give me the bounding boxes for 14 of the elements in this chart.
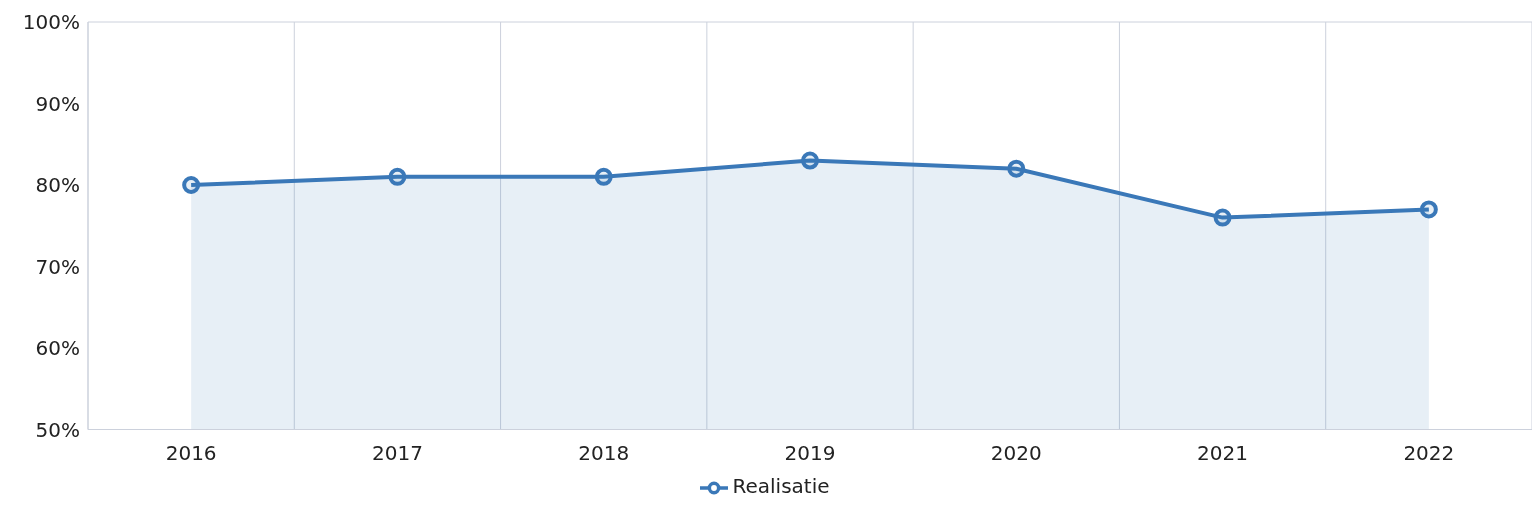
x-tick-label: 2019: [784, 440, 836, 465]
y-tick-label: 90%: [35, 91, 80, 116]
legend-label: Realisatie: [732, 473, 830, 498]
y-tick-label: 50%: [35, 417, 80, 442]
y-tick-label: 100%: [22, 10, 80, 35]
x-tick-label: 2022: [1403, 440, 1455, 465]
x-tick-label: 2018: [578, 440, 630, 465]
x-tick-label: 2017: [371, 440, 423, 465]
x-tick-label: 2016: [165, 440, 217, 465]
x-tick-label: 2020: [990, 440, 1042, 465]
y-tick-label: 60%: [35, 336, 80, 361]
y-tick-label: 80%: [35, 173, 80, 198]
x-tick-label: 2021: [1197, 440, 1249, 465]
y-tick-label: 70%: [35, 254, 80, 279]
